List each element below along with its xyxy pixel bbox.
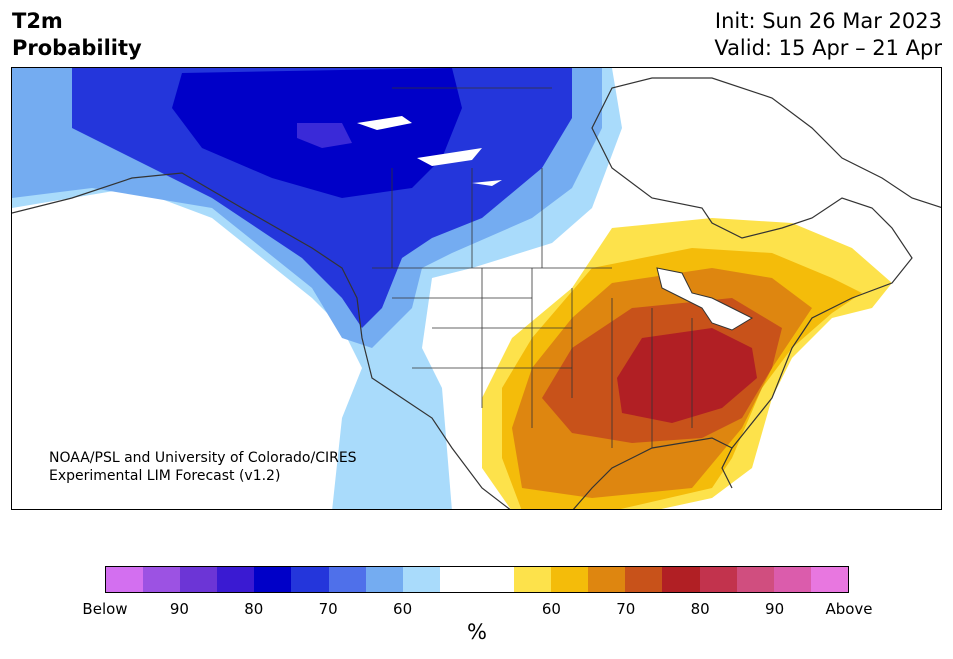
colorbar-segment — [402, 567, 440, 592]
colorbar-tick-label: 70 — [616, 600, 636, 618]
colorbar-tick-label: 70 — [318, 600, 338, 618]
colorbar-segment — [106, 567, 144, 592]
colorbar-segment — [625, 567, 663, 592]
forecast-dates: Init: Sun 26 Mar 2023 Valid: 15 Apr – 21… — [714, 8, 942, 62]
colorbar-segment — [551, 567, 589, 592]
colorbar-segment — [291, 567, 329, 592]
great-lakes — [656, 267, 754, 331]
colorbar-segment — [439, 567, 477, 592]
coastline — [12, 77, 941, 509]
northern-lakes — [357, 116, 502, 186]
colorbar-segment — [143, 567, 181, 592]
colorbar-tick-label: 60 — [393, 600, 413, 618]
colorbar-segment — [736, 567, 774, 592]
title-line-2: Probability — [12, 36, 142, 60]
colorbar-segment — [217, 567, 255, 592]
colorbar-segment — [662, 567, 700, 592]
forecast-map — [11, 67, 942, 510]
colorbar-tick-label: 80 — [244, 600, 264, 618]
colorbar-segment — [254, 567, 292, 592]
colorbar-segment — [773, 567, 811, 592]
valid-date: Valid: 15 Apr – 21 Apr — [714, 36, 942, 60]
map-title: T2m Probability — [12, 8, 142, 62]
probability-colorbar — [105, 566, 849, 593]
colorbar-segment — [699, 567, 737, 592]
colorbar-tick-label: 60 — [541, 600, 561, 618]
colorbar-unit: % — [467, 620, 487, 644]
colorbar-segment — [365, 567, 403, 592]
init-date: Init: Sun 26 Mar 2023 — [714, 9, 942, 33]
colorbar-tick-label: 80 — [690, 600, 710, 618]
colorbar-segment — [514, 567, 552, 592]
colorbar-tick-label: 90 — [765, 600, 785, 618]
political-borders — [372, 87, 693, 448]
colorbar-segment — [810, 567, 848, 592]
map-svg — [12, 68, 941, 509]
colorbar-tick-label: Below — [82, 600, 128, 618]
title-line-1: T2m — [12, 9, 63, 33]
colorbar-segment — [588, 567, 626, 592]
colorbar-segment — [180, 567, 218, 592]
map-credit: NOAA/PSL and University of Colorado/CIRE… — [49, 449, 357, 485]
below-95-region — [297, 123, 352, 148]
colorbar-segment — [328, 567, 366, 592]
colorbar-tick-label: Above — [825, 600, 873, 618]
colorbar-tick-label: 90 — [169, 600, 189, 618]
credit-line-2: Experimental LIM Forecast (v1.2) — [49, 468, 281, 484]
credit-line-1: NOAA/PSL and University of Colorado/CIRE… — [49, 450, 357, 466]
colorbar-segment — [476, 567, 515, 592]
